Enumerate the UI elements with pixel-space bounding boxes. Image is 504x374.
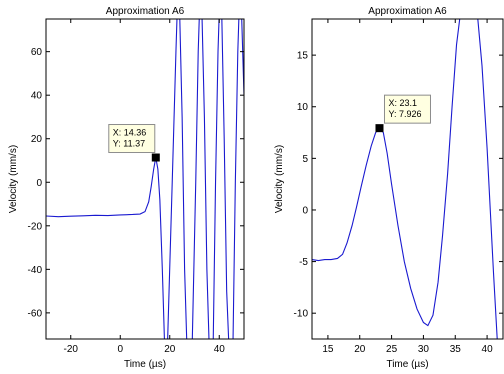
datatip-box [383, 94, 431, 124]
datatip-x-text: X: 23.1 [388, 98, 417, 108]
datatip-box [108, 124, 156, 154]
x-tick-label: -20 [64, 344, 79, 355]
y-tick-label: 0 [302, 205, 308, 216]
y-tick-label: -20 [28, 221, 43, 232]
datatip-marker [151, 153, 160, 162]
chart-title: Approximation A6 [106, 6, 185, 17]
axes-box [45, 18, 245, 340]
y-axis-label: Velocity (mm/s) [274, 145, 285, 213]
x-tick-label: 35 [450, 344, 462, 355]
x-tick-label: 40 [214, 344, 226, 355]
chart-title: Approximation A6 [368, 6, 447, 17]
datatip-marker [375, 124, 384, 133]
x-tick-label: 0 [117, 344, 123, 355]
plot-area [46, 19, 244, 339]
plot-area [312, 19, 503, 339]
x-tick-label: 30 [418, 344, 430, 355]
datatip-x-text: X: 14.36 [113, 128, 147, 138]
x-tick-label: 15 [322, 344, 334, 355]
y-tick-label: 0 [36, 178, 42, 189]
x-axis-label: Time (µs) [386, 359, 428, 370]
y-tick-label: -60 [28, 308, 43, 319]
x-tick-label: 40 [482, 344, 494, 355]
y-tick-label: 60 [31, 47, 43, 58]
x-tick-label: 20 [164, 344, 176, 355]
series-line-1 [312, 19, 498, 339]
datatip-y-text: Y: 11.37 [113, 139, 145, 149]
y-tick-label: -40 [28, 265, 43, 276]
x-tick-label: 25 [386, 344, 398, 355]
series-line-1 [46, 19, 244, 339]
chart-panel-1: -20 0 20 40 -60 -40 -20 0 20 40 60 Approximation A6… [8, 6, 245, 370]
y-tick-label: 20 [31, 134, 43, 145]
axes-box [311, 18, 504, 340]
x-tick-label: 20 [354, 344, 366, 355]
y-tick-label: 40 [31, 91, 43, 102]
chart-panel-2: 15 20 25 30 35 40 -10 -5 0 5 10 15 Approximation A6 T… [274, 6, 504, 370]
x-axis-label: Time (µs) [124, 359, 166, 370]
y-axis-label: Velocity (mm/s) [8, 145, 19, 213]
y-tick-label: 5 [302, 154, 308, 165]
y-tick-label: -5 [299, 257, 308, 268]
y-tick-label: -10 [294, 309, 309, 320]
datatip-y-text: Y: 7.926 [388, 109, 421, 119]
y-tick-label: 10 [297, 102, 309, 113]
y-tick-label: 15 [297, 51, 309, 62]
